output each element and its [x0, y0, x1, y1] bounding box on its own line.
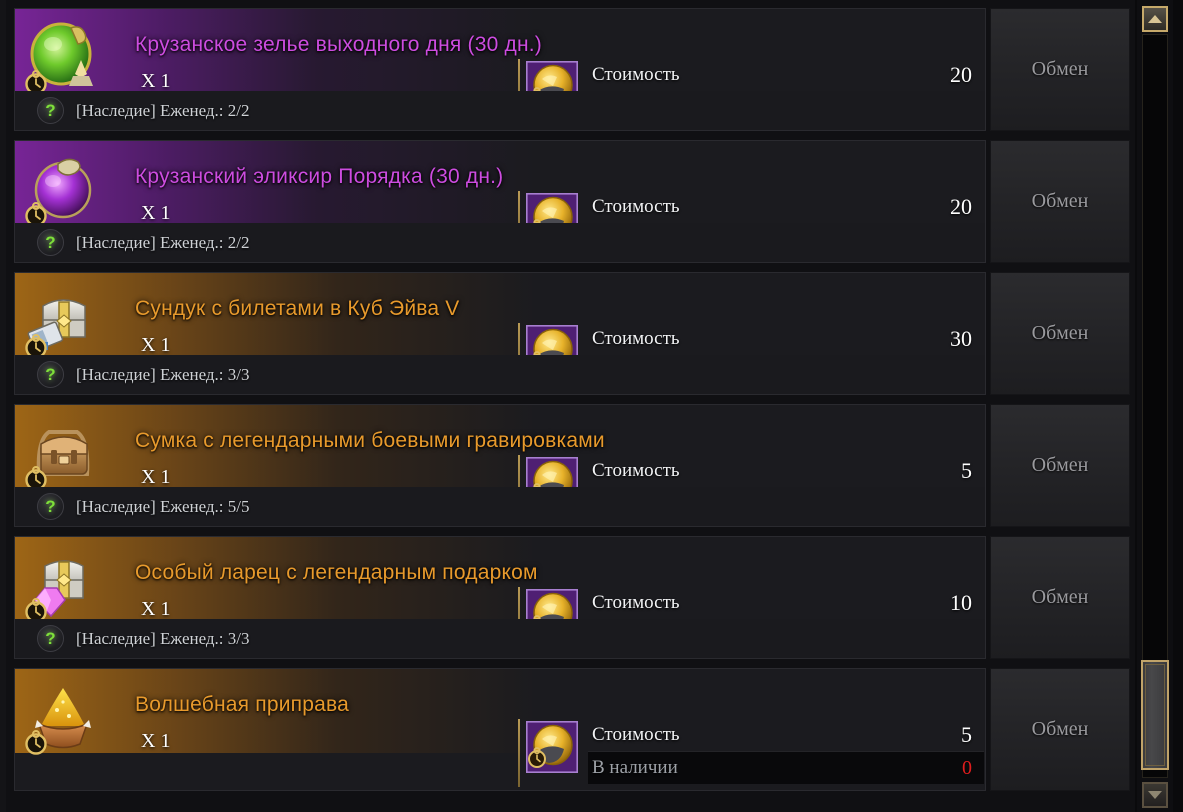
scroll-up-arrow-button[interactable]	[1142, 6, 1168, 32]
scroll-down-arrow-button[interactable]	[1142, 782, 1168, 808]
item-quantity: X 1	[141, 70, 171, 92]
stock-value: 0	[962, 756, 972, 779]
exchange-button[interactable]: Обмен	[990, 404, 1130, 527]
item-card[interactable]: Крузанский эликсир Порядка (30 дн.) X 1	[14, 140, 986, 263]
item-limit-text: [Наследие] Еженед.: 5/5	[76, 496, 250, 516]
cost-label: Стоимость	[592, 328, 680, 349]
item-limit-text: [Наследие] Еженед.: 2/2	[76, 232, 250, 252]
help-question-icon[interactable]: ?	[37, 97, 64, 124]
cost-line: Стоимость 20	[588, 59, 984, 91]
timed-item-icon	[22, 332, 50, 360]
item-footer: ? [Наследие] Еженед.: 2/2	[15, 91, 985, 130]
price-lines: Стоимость 5 В наличии 0	[588, 719, 984, 784]
shop-item-row[interactable]: Особый ларец с легендарным подарком X 1	[14, 536, 1130, 659]
item-quantity: X 1	[141, 202, 171, 224]
magic-spice-icon[interactable]	[22, 676, 103, 756]
vertical-scrollbar[interactable]	[1137, 0, 1173, 812]
item-title: Волшебная приправа	[135, 693, 349, 716]
cost-value: 20	[950, 62, 972, 87]
item-footer: ? [Наследие] Еженед.: 2/2	[15, 223, 985, 262]
cost-line: Стоимость 30	[588, 323, 984, 355]
item-footer: ? [Наследие] Еженед.: 3/3	[15, 355, 985, 394]
exchange-button[interactable]: Обмен	[990, 272, 1130, 395]
stock-label: В наличии	[592, 757, 678, 778]
item-title: Сумка с легендарными боевыми гравировкам…	[135, 429, 605, 452]
ticket-chest-icon[interactable]	[22, 280, 103, 360]
item-limit-text: [Наследие] Еженед.: 3/3	[76, 364, 250, 384]
help-question-icon[interactable]: ?	[37, 493, 64, 520]
shop-item-row[interactable]: Сундук с билетами в Куб Эйва V X 1 С	[14, 272, 1130, 395]
scrollbar-thumb[interactable]	[1141, 660, 1169, 770]
item-price-block: Стоимость 5 В наличии 0	[518, 719, 984, 790]
gold-coin-icon	[526, 721, 579, 774]
shop-item-row[interactable]: Сумка с легендарными боевыми гравировкам…	[14, 404, 1130, 527]
exchange-button[interactable]: Обмен	[990, 536, 1130, 659]
item-title: Особый ларец с легендарным подарком	[135, 561, 538, 584]
cost-line: Стоимость 20	[588, 191, 984, 223]
exchange-button[interactable]: Обмен	[990, 8, 1130, 131]
cost-label: Стоимость	[592, 64, 680, 85]
item-quantity: X 1	[141, 598, 171, 620]
item-card[interactable]: Сундук с билетами в Куб Эйва V X 1 С	[14, 272, 986, 395]
cost-value: 5	[961, 722, 972, 747]
shop-item-row[interactable]: Волшебная приправа X 1 Стоимость	[14, 668, 1130, 791]
item-footer: ? [Наследие] Еженед.: 5/5	[15, 487, 985, 526]
item-card[interactable]: Сумка с легендарными боевыми гравировкам…	[14, 404, 986, 527]
gem-casket-icon[interactable]	[22, 544, 103, 624]
leather-bag-icon[interactable]	[22, 412, 103, 492]
green-potion-icon[interactable]	[25, 16, 103, 95]
cost-label: Стоимость	[592, 592, 680, 613]
scrollbar-track[interactable]	[1142, 34, 1168, 778]
cost-value: 30	[950, 326, 972, 351]
item-card[interactable]: Крузанское зелье выходного дня (30 дн.) …	[14, 8, 986, 131]
cost-value: 20	[950, 194, 972, 219]
cost-line: Стоимость 5	[588, 719, 984, 751]
item-quantity: X 1	[141, 730, 171, 752]
item-title: Крузанский эликсир Порядка (30 дн.)	[135, 165, 504, 188]
item-limit-text: [Наследие] Еженед.: 3/3	[76, 628, 250, 648]
price-divider	[518, 719, 520, 787]
chevron-up-icon	[1148, 15, 1162, 23]
chevron-down-icon	[1148, 791, 1162, 799]
item-quantity: X 1	[141, 466, 171, 488]
item-footer: ? [Наследие] Еженед.: 3/3	[15, 619, 985, 658]
item-title: Крузанское зелье выходного дня (30 дн.)	[135, 33, 542, 56]
exchange-button[interactable]: Обмен	[990, 140, 1130, 263]
cost-value: 10	[950, 590, 972, 615]
help-question-icon[interactable]: ?	[37, 625, 64, 652]
cost-label: Стоимость	[592, 724, 680, 745]
shop-item-row[interactable]: Крузанское зелье выходного дня (30 дн.) …	[14, 8, 1130, 131]
item-title: Сундук с билетами в Куб Эйва V	[135, 297, 460, 320]
item-card[interactable]: Особый ларец с легендарным подарком X 1	[14, 536, 986, 659]
item-quantity: X 1	[141, 334, 171, 356]
shop-item-row[interactable]: Крузанский эликсир Порядка (30 дн.) X 1	[14, 140, 1130, 263]
cost-label: Стоимость	[592, 460, 680, 481]
help-question-icon[interactable]: ?	[37, 229, 64, 256]
item-limit-text: [Наследие] Еженед.: 2/2	[76, 100, 250, 120]
exchange-button[interactable]: Обмен	[990, 668, 1130, 791]
timed-item-icon	[22, 464, 50, 492]
cost-line: Стоимость 10	[588, 587, 984, 619]
purple-elixir-icon[interactable]	[25, 148, 103, 227]
item-card[interactable]: Волшебная приправа X 1 Стоимость	[14, 668, 986, 791]
timed-item-icon	[22, 728, 50, 756]
cost-value: 5	[961, 458, 972, 483]
stock-line: В наличии 0	[588, 751, 984, 784]
cost-label: Стоимость	[592, 196, 680, 217]
timed-item-icon	[22, 596, 50, 624]
help-question-icon[interactable]: ?	[37, 361, 64, 388]
cost-line: Стоимость 5	[588, 455, 984, 487]
